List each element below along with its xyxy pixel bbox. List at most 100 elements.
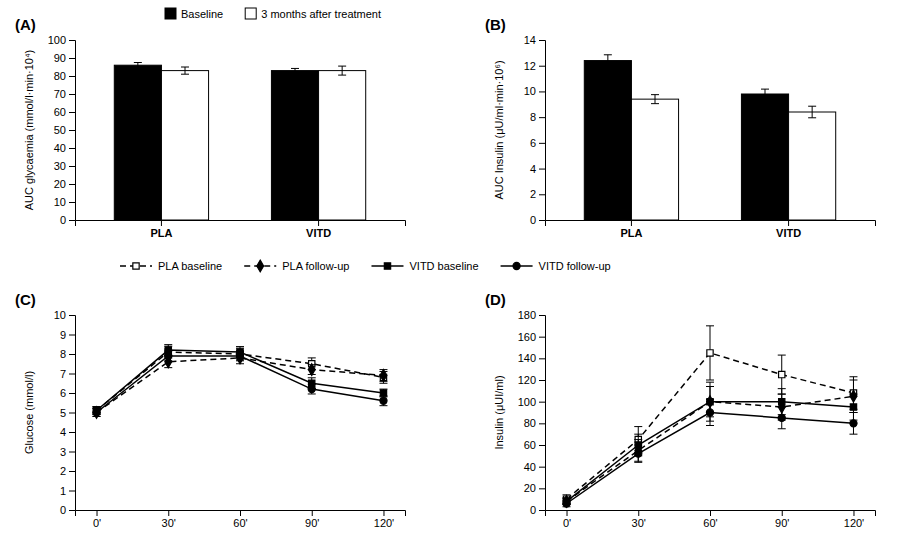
panel: 0204060801001201401601800'30'60'90'120' bbox=[518, 309, 876, 529]
y-tick: 4 bbox=[60, 426, 75, 438]
y-tick: 10 bbox=[54, 196, 75, 208]
title: (A) bbox=[15, 16, 36, 33]
line-series bbox=[93, 345, 388, 415]
axis-line bbox=[69, 41, 76, 221]
x-tick: 0' bbox=[563, 510, 571, 529]
legend: Baseline3 months after treatment bbox=[165, 8, 381, 20]
error-cap bbox=[308, 384, 316, 385]
bar bbox=[584, 61, 631, 220]
tick-mark bbox=[710, 510, 711, 516]
error-bar bbox=[808, 106, 816, 118]
legend-item: VITD follow-up bbox=[501, 260, 611, 272]
error-line bbox=[342, 66, 343, 75]
y-tick: 4 bbox=[530, 163, 545, 175]
y-tick: 20 bbox=[54, 178, 75, 190]
tick-mark bbox=[69, 58, 75, 59]
tick-mark bbox=[69, 374, 75, 375]
y-axis: 02468101214 bbox=[524, 34, 546, 226]
tick-mark bbox=[69, 315, 75, 316]
marker bbox=[707, 350, 713, 356]
y-axis-title: Insulin (μUI/ml) bbox=[493, 375, 505, 449]
error-cap bbox=[778, 388, 786, 389]
y-tick: 0 bbox=[530, 504, 545, 516]
bar-series bbox=[584, 55, 788, 220]
error-bar bbox=[291, 68, 299, 72]
error-bar bbox=[308, 384, 316, 394]
y-tick: 2 bbox=[60, 465, 75, 477]
tick-label: 160 bbox=[518, 331, 536, 343]
x-tick: 90' bbox=[775, 510, 789, 529]
error-bar bbox=[379, 389, 387, 397]
tick-label: 30 bbox=[54, 160, 66, 172]
error-cap bbox=[634, 462, 642, 463]
y-tick: 80 bbox=[54, 70, 75, 82]
line bbox=[97, 358, 384, 413]
x-tick: PLA bbox=[150, 220, 172, 239]
error-cap bbox=[849, 394, 857, 395]
tick-mark bbox=[69, 432, 75, 433]
axis-line bbox=[69, 316, 76, 511]
tick-label: VITD bbox=[776, 227, 801, 239]
y-tick: 90 bbox=[54, 52, 75, 64]
tick-label: 30' bbox=[162, 517, 176, 529]
error-bar bbox=[236, 348, 244, 360]
legend-item: Baseline bbox=[165, 8, 223, 20]
legend-label: VITD baseline bbox=[409, 260, 478, 272]
legend-swatch bbox=[257, 260, 264, 272]
y-tick: 140 bbox=[518, 352, 545, 364]
axis-line bbox=[539, 316, 546, 511]
bar-series bbox=[161, 66, 365, 220]
error-line bbox=[607, 55, 608, 67]
legend-swatch bbox=[384, 263, 390, 269]
tick-mark bbox=[539, 91, 545, 92]
tick-mark bbox=[383, 510, 384, 516]
line-series bbox=[93, 352, 388, 418]
tick-label: VITD bbox=[306, 227, 331, 239]
error-bar bbox=[236, 351, 244, 361]
y-tick: 50 bbox=[54, 124, 75, 136]
tick-label: 40 bbox=[524, 461, 536, 473]
tick-mark bbox=[539, 117, 545, 118]
error-cap bbox=[706, 380, 714, 381]
tick-label: 10 bbox=[54, 309, 66, 321]
legend-swatch bbox=[245, 8, 256, 19]
tick-mark bbox=[539, 40, 545, 41]
error-bar bbox=[778, 355, 786, 394]
panel: 0123456789100'30'60'90'120' bbox=[54, 309, 406, 529]
line-series bbox=[563, 387, 858, 505]
y-tick: 40 bbox=[524, 461, 545, 473]
error-cap bbox=[236, 360, 244, 361]
bar-series bbox=[114, 63, 318, 221]
marker bbox=[165, 352, 172, 359]
tick-mark bbox=[69, 166, 75, 167]
tick-label: 3 bbox=[60, 446, 66, 458]
marker bbox=[635, 450, 642, 457]
tick-mark bbox=[539, 315, 545, 316]
tick-label: 2 bbox=[530, 188, 536, 200]
error-cap bbox=[291, 72, 299, 73]
tick-label: 70 bbox=[54, 88, 66, 100]
error-cap bbox=[778, 355, 786, 356]
x-tick: PLA bbox=[620, 220, 642, 239]
y-tick: 0 bbox=[60, 504, 75, 516]
error-cap bbox=[778, 428, 786, 429]
tick-label: 12 bbox=[524, 60, 536, 72]
tick-label: 80 bbox=[524, 417, 536, 429]
bar bbox=[271, 71, 318, 220]
error-bar bbox=[164, 351, 172, 361]
error-line bbox=[137, 63, 138, 68]
y-tick: 120 bbox=[518, 374, 545, 386]
tick-mark bbox=[539, 423, 545, 424]
tick-label: 90' bbox=[775, 517, 789, 529]
tick-label: 80 bbox=[54, 70, 66, 82]
bar bbox=[741, 94, 788, 220]
error-cap bbox=[308, 377, 316, 378]
y-axis-title: AUC Insulin (μU/ml·min·10⁶) bbox=[493, 60, 505, 199]
tick-mark bbox=[539, 510, 545, 511]
panel: 0102030405060708090100PLAVITD bbox=[48, 34, 406, 239]
tick-mark bbox=[69, 452, 75, 453]
line bbox=[97, 350, 384, 410]
tick-mark bbox=[853, 510, 854, 516]
tick-label: 0' bbox=[563, 517, 571, 529]
tick-label: 30' bbox=[632, 517, 646, 529]
